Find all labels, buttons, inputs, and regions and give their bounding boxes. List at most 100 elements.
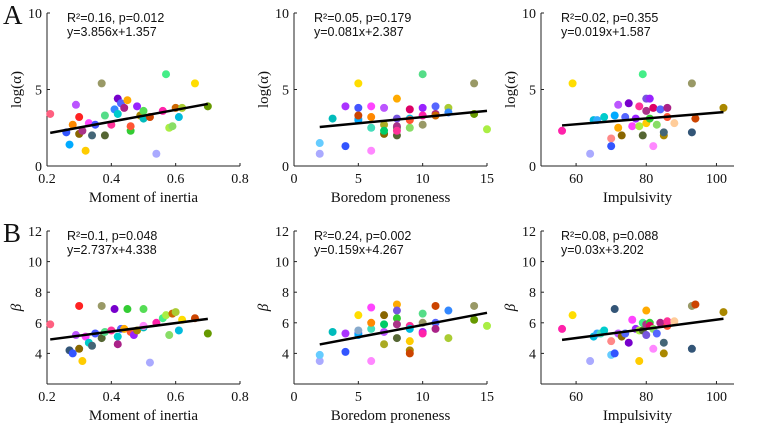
data-point	[380, 103, 389, 112]
data-point	[649, 142, 658, 151]
data-point	[652, 329, 661, 338]
data-point	[610, 305, 619, 314]
data-point	[638, 70, 647, 79]
y-tick-label: 10	[275, 7, 289, 22]
panel-label-b: B	[3, 218, 21, 248]
data-point	[113, 332, 122, 341]
data-point	[635, 122, 644, 131]
data-point	[380, 311, 389, 320]
plot-grid: 0.2 0.4 0.6 0.8 0 5 10 Moment of inertia log(α) R…	[9, 7, 734, 424]
stats-annotation: R²=0.05, p=0.179	[314, 11, 411, 25]
scatter-panel-6: 60 80 100 4 6 8 10 12 Impulsivity β R²=0.08, p=0.0…	[503, 225, 734, 424]
data-point	[624, 99, 633, 108]
data-point	[392, 300, 401, 309]
x-tick-label: 0.6	[167, 172, 185, 187]
y-tick-label: 4	[282, 347, 289, 362]
data-point	[418, 309, 427, 318]
data-point	[649, 344, 658, 353]
data-point	[568, 79, 577, 88]
data-point	[162, 70, 171, 79]
y-tick-label: 12	[28, 225, 42, 240]
data-point	[483, 125, 491, 134]
data-point	[152, 149, 161, 158]
data-point	[642, 106, 651, 115]
data-point	[392, 126, 401, 135]
data-point	[691, 300, 700, 309]
x-tick-label: 0.4	[103, 390, 121, 405]
data-point	[174, 113, 183, 122]
data-point	[341, 329, 350, 338]
panel-label-a: A	[3, 0, 23, 30]
data-point	[418, 329, 427, 338]
data-point	[431, 102, 440, 111]
data-point	[97, 334, 106, 343]
data-point	[645, 94, 654, 103]
y-tick-label: 5	[35, 84, 42, 99]
data-point	[624, 338, 633, 347]
data-point	[354, 103, 363, 112]
x-tick-label: 5	[355, 172, 362, 187]
data-point	[75, 301, 84, 310]
scatter-panel-2: 0 5 10 15 0 5 10 Boredom proneness log(α) R²=0.05…	[256, 7, 494, 206]
data-point	[642, 306, 651, 315]
equation-annotation: y=0.03x+3.202	[561, 243, 644, 257]
data-point	[65, 140, 74, 149]
data-point	[610, 111, 619, 120]
data-point	[405, 337, 414, 346]
y-tick-label: 12	[275, 225, 289, 240]
data-point	[168, 122, 177, 131]
fit-line	[50, 317, 208, 341]
data-point	[607, 134, 616, 143]
y-tick-label: 0	[529, 160, 536, 175]
data-point	[444, 334, 453, 343]
data-point	[68, 120, 77, 129]
fit-line	[49, 102, 209, 135]
x-tick-label: 0	[291, 390, 298, 405]
data-point	[617, 131, 626, 140]
data-point	[100, 131, 109, 140]
x-tick-label: 0.2	[38, 390, 56, 405]
scatter-panel-3: 60 80 100 0 5 10 Impulsivity log(α) R²=0.02, p=0…	[503, 7, 734, 206]
fit-line	[319, 109, 488, 129]
x-tick-label: 100	[706, 172, 727, 187]
data-point	[638, 131, 647, 140]
data-point	[418, 103, 427, 112]
data-point	[78, 357, 87, 366]
data-point	[649, 103, 658, 112]
data-point	[203, 329, 212, 338]
y-tick-label: 4	[529, 347, 536, 362]
data-point	[635, 357, 644, 366]
data-point	[380, 126, 389, 135]
x-tick-label: 15	[480, 172, 494, 187]
data-point	[600, 113, 609, 122]
data-point	[120, 103, 129, 112]
data-point	[97, 301, 106, 310]
data-point	[162, 311, 171, 320]
x-tick-label: 5	[355, 390, 362, 405]
data-point	[642, 331, 651, 340]
data-point	[568, 311, 577, 320]
y-tick-label: 6	[35, 317, 42, 332]
data-point	[81, 146, 90, 155]
y-tick-label: 6	[282, 317, 289, 332]
x-tick-label: 0.8	[231, 172, 249, 187]
data-point	[354, 79, 363, 88]
data-point	[367, 357, 376, 366]
data-point	[444, 306, 453, 315]
y-tick-label: 0	[282, 160, 289, 175]
data-point	[392, 314, 401, 323]
y-tick-label: 5	[282, 84, 289, 99]
data-point	[586, 357, 595, 366]
data-point	[139, 106, 148, 115]
x-tick-label: 80	[639, 390, 653, 405]
stats-annotation: R²=0.24, p=0.002	[314, 229, 411, 243]
x-tick-label: 60	[569, 390, 583, 405]
data-point	[367, 102, 376, 111]
x-tick-label: 10	[416, 172, 430, 187]
y-tick-label: 10	[522, 256, 536, 271]
data-point	[341, 102, 350, 111]
x-tick-label: 15	[480, 390, 494, 405]
stats-annotation: R²=0.02, p=0.355	[561, 11, 658, 25]
x-axis-label: Impulsivity	[603, 408, 673, 424]
